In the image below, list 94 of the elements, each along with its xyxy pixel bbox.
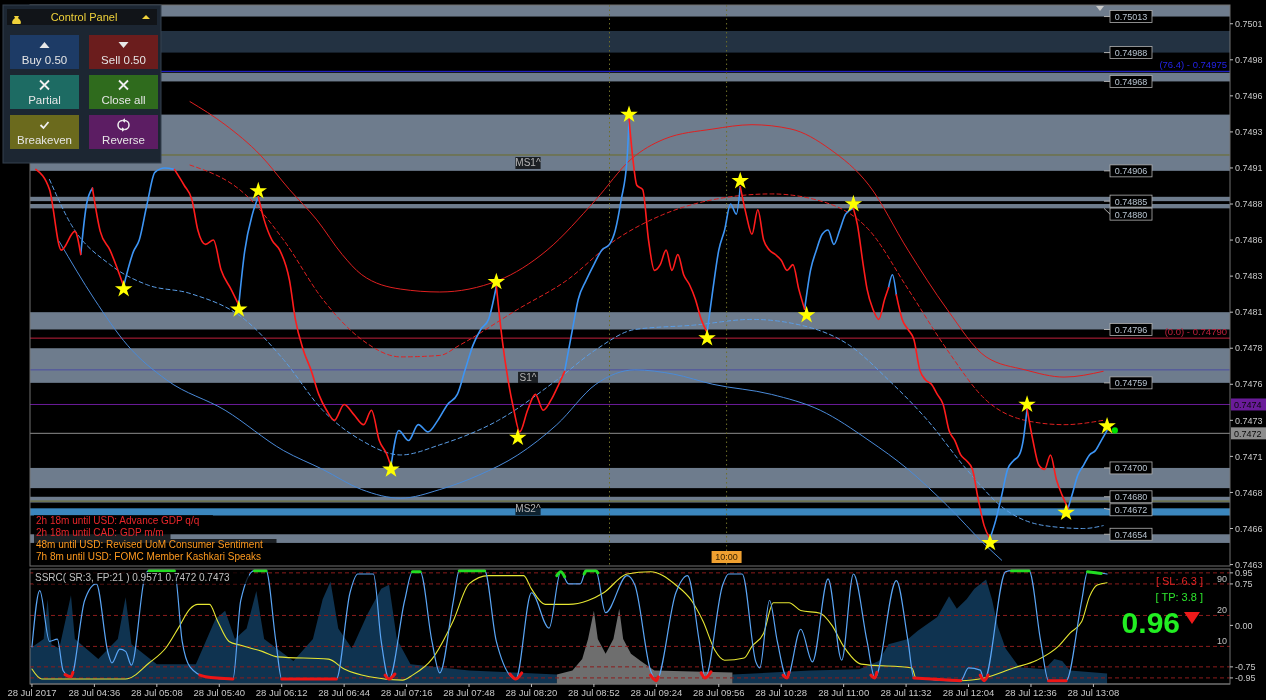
chart-title: SSRC( SR:3, FP:21 ) 0.9571 0.7472 0.7473 — [35, 572, 230, 583]
point — [509, 428, 527, 446]
annotation: 0.96 — [1121, 606, 1180, 639]
x-tick-label: 28 Jul 08:52 — [568, 687, 620, 698]
point — [1098, 416, 1116, 434]
x-tick-label: 28 Jul 09:24 — [630, 687, 683, 698]
line-series — [49, 179, 1104, 529]
point — [1057, 503, 1075, 521]
ref-line-label: 0.7474 — [1234, 399, 1262, 410]
point — [981, 533, 999, 551]
ref-line-label: S1^ — [519, 371, 537, 383]
annotation: Partial — [28, 94, 61, 106]
x-tick-label: 28 Jul 07:16 — [380, 687, 433, 698]
point — [249, 181, 268, 199]
band-label: 0.74759 — [1114, 378, 1148, 389]
text: Control Panel — [50, 11, 118, 23]
y-tick-label: 0.7483 — [1235, 271, 1263, 282]
y-tick-label: 0.7473 — [1235, 415, 1263, 426]
ref-line-label: 0.7472 — [1234, 428, 1262, 439]
annotation: Close all — [101, 94, 146, 106]
y-tick-label: 0.7488 — [1235, 199, 1263, 210]
y-tick-label: 0.95 — [1235, 568, 1253, 579]
x-tick-label: 28 Jul 05:40 — [193, 687, 246, 698]
x-tick-label: 28 Jul 06:12 — [255, 687, 308, 698]
annotation: 2h 18m until USD: Advance GDP q/q — [36, 515, 200, 526]
annotation: Buy 0.50 — [21, 54, 68, 66]
x-tick-label: 28 Jul 10:28 — [755, 687, 808, 698]
x-tick-label: 28 Jul 11:00 — [818, 687, 870, 698]
annotation: 2h 18m until CAD: GDP m/m — [36, 527, 164, 538]
annotation: (0.0) - 0.74790 — [1164, 326, 1227, 338]
x-tick-label: 28 Jul 2017 — [7, 687, 57, 698]
x-tick-label: 28 Jul 11:32 — [880, 687, 932, 698]
annotation: 48m until USD: Revised UoM Consumer Sentiment — [36, 539, 263, 550]
y-tick-label: -0.95 — [1235, 673, 1256, 684]
y-tick-label: 0.7476 — [1235, 379, 1263, 390]
x-tick-label: 28 Jul 13:08 — [1067, 687, 1120, 698]
annotation: 20 — [1216, 605, 1227, 616]
band-label: 0.74680 — [1114, 492, 1148, 503]
point — [844, 194, 863, 212]
y-tick-label: 0.7498 — [1235, 55, 1263, 65]
annotation: 10 — [1216, 636, 1227, 647]
band-label: 0.74654 — [1114, 529, 1148, 540]
annotation: (76.4) - 0.74975 — [1159, 59, 1227, 71]
annotation: Breakeven — [17, 134, 72, 146]
x-tick-label: 28 Jul 12:36 — [1005, 687, 1057, 698]
band-label: 0.74988 — [1114, 48, 1148, 59]
x-tick-label: 28 Jul 07:48 — [443, 687, 495, 698]
point — [698, 328, 716, 346]
x-tick-label: 28 Jul 05:08 — [130, 687, 183, 698]
point — [1018, 395, 1036, 412]
x-tick-label: 28 Jul 09:56 — [692, 687, 745, 698]
band-label: 0.74968 — [1114, 76, 1148, 87]
band-label: 0.74906 — [1114, 166, 1148, 177]
y-tick-label: 0.7466 — [1235, 523, 1263, 534]
band-label: 0.74672 — [1114, 505, 1148, 516]
y-tick-label: 0.00 — [1235, 620, 1253, 631]
band-label: 0.74700 — [1114, 463, 1148, 474]
band-label: 0.74796 — [1114, 324, 1148, 335]
point — [1111, 427, 1118, 434]
annotation: [ TP: 3.8 ] — [1155, 591, 1203, 603]
point — [797, 305, 816, 323]
point — [731, 171, 749, 189]
y-tick-label: 0.75 — [1235, 579, 1253, 590]
band-label: 0.74880 — [1114, 209, 1148, 220]
x-tick-label: 28 Jul 12:04 — [942, 687, 995, 698]
y-tick-label: 0.7501 — [1235, 18, 1263, 29]
annotation: 90 — [1216, 573, 1227, 584]
y-tick-label: 0.7491 — [1235, 163, 1263, 174]
annotation: Reverse — [102, 134, 145, 146]
y-tick-label: 0.7486 — [1235, 235, 1263, 246]
annotation: 7h 8m until USD: FOMC Member Kashkari Speaks — [36, 551, 262, 562]
y-tick-label: 0.7478 — [1235, 343, 1263, 354]
annotation: [ SL: 6.3 ] — [1155, 575, 1203, 587]
point — [487, 272, 506, 290]
ref-line-label: 10:00 — [715, 552, 738, 562]
point — [620, 105, 638, 123]
y-tick-label: 0.7463 — [1235, 559, 1263, 570]
x-tick-label: 28 Jul 06:44 — [318, 687, 371, 698]
x-tick-label: 28 Jul 08:20 — [505, 687, 558, 698]
point — [230, 300, 248, 317]
y-tick-label: 0.7496 — [1235, 91, 1263, 102]
point — [382, 460, 400, 477]
x-tick-label: 28 Jul 04:36 — [68, 687, 121, 698]
band-label: 0.74885 — [1114, 196, 1148, 207]
band-label: 0.75013 — [1114, 12, 1148, 23]
y-tick-label: 0.7493 — [1235, 127, 1263, 138]
y-tick-label: -0.75 — [1235, 662, 1256, 673]
y-tick-label: 0.7468 — [1235, 487, 1263, 498]
ref-line-label: MS1^ — [515, 156, 541, 168]
y-tick-label: 0.7481 — [1235, 307, 1263, 318]
y-tick-label: 0.7471 — [1235, 451, 1263, 462]
annotation: Sell 0.50 — [101, 54, 146, 66]
point — [114, 279, 133, 297]
ref-line-label: MS2^ — [515, 503, 541, 515]
